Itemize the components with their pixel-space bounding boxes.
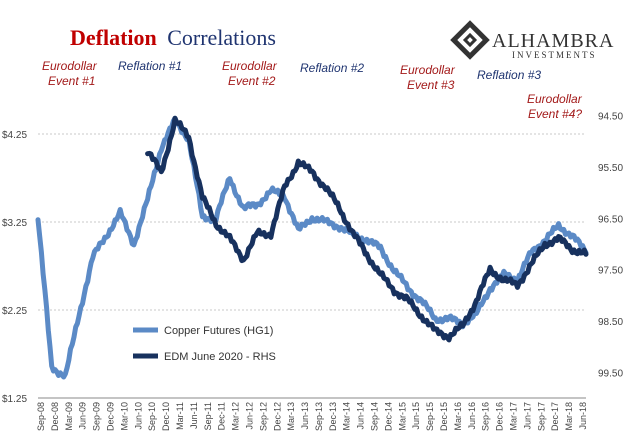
x-tick-label: Jun-17 [522,402,532,430]
x-tick-label: Dec-09 [105,402,115,431]
annotation-ee3-line1: Eurodollar [400,63,456,77]
annotation-ee2-line2: Event #2 [228,74,276,88]
series-line-edm [145,115,589,343]
x-tick-label: Sep-11 [203,402,213,430]
chart-title-part1: Deflation [70,25,157,50]
x-tick-label: Mar-17 [509,402,519,431]
x-tick-label: Mar-12 [231,402,241,431]
x-tick-label: Dec-17 [550,402,560,431]
x-tick-label: Dec-12 [272,402,282,431]
y-axis-left: $1.25 $2.25 $3.25 $4.25 [2,130,27,405]
y-left-tick-label: $2.25 [2,306,27,317]
annotation-ee4: Eurodollar Event #4? [527,92,585,121]
x-tick-label: Jun-10 [133,402,143,430]
x-tick-label: Mar-14 [342,402,352,431]
x-tick-label: Sep-16 [481,402,491,431]
y-right-tick-label: 94.50 [598,112,623,123]
x-axis: Sep-08 Dec-08 Mar-09 Jun-09 Sep-09 Dec-09 Mar-… [36,397,588,431]
x-tick-label: Sep-14 [370,402,380,431]
series-line-copper [35,115,589,380]
x-tick-label: Mar-18 [564,402,574,431]
x-tick-label: Jun-11 [189,402,199,429]
brand-name: ALHAMBRA [492,30,614,52]
x-tick-label: Jun-15 [411,402,421,430]
y-right-tick-label: 97.50 [598,266,623,277]
x-tick-label: Dec-13 [328,402,338,431]
annotation-re1: Reflation #1 [118,59,182,73]
annotation-ee1: Eurodollar Event #1 [42,59,100,88]
x-tick-label: Jun-09 [78,402,88,430]
annotation-re3-line1: Reflation #3 [477,68,541,82]
x-tick-label: Jun-12 [244,402,254,430]
annotation-re2-line1: Reflation #2 [300,61,364,75]
x-tick-label: Mar-11 [175,402,185,430]
annotation-ee1-line2: Event #1 [48,74,95,88]
x-tick-label: Jun-18 [578,402,588,430]
y-right-tick-label: 95.50 [598,163,623,174]
annotation-ee1-line1: Eurodollar [42,59,98,73]
y-axis-right: 94.50 95.50 96.50 97.50 98.50 99.50 [598,112,623,380]
x-tick-label: Dec-14 [383,402,393,431]
x-tick-label: Mar-10 [119,402,129,431]
x-tick-label: Jun-14 [356,402,366,430]
x-tick-label: Sep-13 [314,402,324,431]
x-tick-label: Sep-10 [147,402,157,431]
chart-title: Deflation Correlations [70,25,276,50]
x-tick-label: Mar-09 [64,402,74,431]
series [35,115,589,380]
x-tick-label: Sep-15 [425,402,435,431]
brand-sub: INVESTMENTS [512,50,597,60]
x-tick-label: Sep-09 [92,402,102,431]
annotation-re1-line1: Reflation #1 [118,59,182,73]
x-tick-label: Dec-10 [161,402,171,431]
annotations: Eurodollar Event #1 Reflation #1 Eurodol… [42,59,585,121]
annotation-re3: Reflation #3 [477,68,541,82]
annotation-re2: Reflation #2 [300,61,364,75]
y-left-tick-label: $4.25 [2,130,27,141]
x-tick-label: Dec-15 [439,402,449,431]
annotation-ee3: Eurodollar Event #3 [400,63,458,92]
legend-label-edm: EDM June 2020 - RHS [164,351,276,363]
annotation-ee4-line1: Eurodollar [527,92,583,106]
y-right-tick-label: 98.50 [598,317,623,328]
x-tick-label: Sep-12 [258,402,268,431]
y-left-tick-label: $1.25 [2,394,27,405]
x-tick-label: Jun-16 [467,402,477,430]
annotation-ee2: Eurodollar Event #2 [222,59,280,88]
x-tick-label: Sep-17 [536,402,546,431]
legend: Copper Futures (HG1) EDM June 2020 - RHS [133,325,276,363]
x-tick-label: Dec-11 [217,402,227,430]
x-tick-label: Mar-16 [453,402,463,431]
y-left-tick-label: $3.25 [2,218,27,229]
annotation-ee2-line1: Eurodollar [222,59,278,73]
y-right-tick-label: 99.50 [598,368,623,379]
x-tick-label: Dec-08 [50,402,60,431]
x-tick-label: Jun-13 [300,402,310,430]
x-tick-label: Sep-08 [36,402,46,431]
legend-label-copper: Copper Futures (HG1) [164,325,273,337]
x-tick-label: Mar-15 [397,402,407,431]
chart-title-part2: Correlations [167,25,276,50]
x-tick-label: Mar-13 [286,402,296,431]
y-right-tick-label: 96.50 [598,214,623,225]
annotation-ee4-line2: Event #4? [528,107,582,121]
x-tick-label: Dec-16 [495,402,505,431]
annotation-ee3-line2: Event #3 [407,78,455,92]
